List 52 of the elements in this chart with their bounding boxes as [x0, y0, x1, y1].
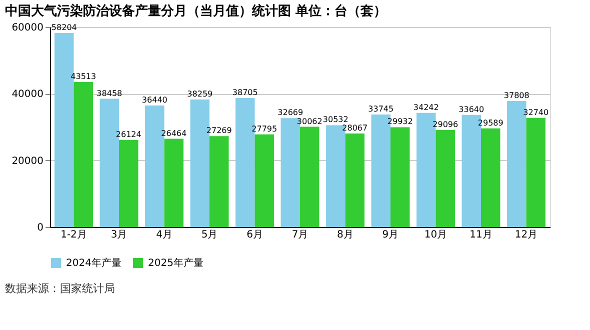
x-tick-label: 12月 [514, 230, 538, 240]
bar [164, 138, 184, 227]
data-label: 29096 [432, 120, 458, 130]
x-tick-label: 5月 [201, 230, 218, 240]
data-label: 30532 [322, 115, 348, 124]
data-label: 38259 [187, 89, 213, 98]
x-tick-label: 8月 [337, 230, 354, 240]
data-label: 26464 [161, 128, 187, 138]
chart-title: 中国大气污染防治设备产量分月（当月值）统计图 单位：台（套） [5, 3, 387, 19]
data-label: 29932 [387, 117, 413, 126]
data-label: 32740 [523, 108, 549, 117]
data-label: 30062 [296, 116, 322, 126]
data-label: 27269 [206, 126, 232, 136]
bar [526, 118, 546, 227]
x-tick-label: 7月 [292, 230, 308, 240]
x-tick-label: 1-2月 [60, 230, 87, 240]
bar [390, 127, 410, 227]
data-label: 28067 [342, 123, 368, 132]
data-label: 38705 [232, 88, 258, 97]
bar [74, 82, 93, 227]
data-label: 38458 [96, 88, 122, 98]
y-tick-label: 0 [37, 222, 44, 234]
legend-label: 2025年产量 [148, 257, 204, 269]
y-tick-label: 40000 [12, 89, 44, 100]
x-tick-label: 10月 [424, 230, 448, 240]
bar [436, 130, 455, 227]
x-tick-label: 3月 [110, 230, 128, 240]
bar [210, 136, 229, 227]
data-label: 33745 [368, 104, 394, 114]
data-label: 34242 [413, 102, 439, 112]
x-tick-label: 11月 [470, 230, 492, 240]
data-label: 27795 [252, 124, 278, 134]
data-label: 37808 [504, 90, 530, 100]
data-label: 32669 [278, 108, 304, 118]
y-tick-label: 60000 [12, 22, 44, 34]
x-tick-label: 6月 [246, 230, 263, 240]
source-note: 数据来源：国家统计局 [5, 282, 115, 295]
x-tick-label: 9月 [382, 230, 399, 240]
y-tick-label: 20000 [12, 156, 44, 167]
x-tick-label: 4月 [156, 230, 172, 240]
data-label: 36440 [142, 96, 168, 105]
bar [300, 126, 320, 227]
bar [119, 140, 138, 227]
data-label: 26124 [116, 130, 142, 139]
bar [254, 134, 274, 227]
bar [480, 128, 500, 227]
data-label: 33640 [458, 104, 484, 114]
bar [345, 133, 364, 227]
legend-label: 2024年产量 [66, 257, 122, 269]
data-label: 29589 [478, 118, 504, 128]
data-label: 43513 [70, 72, 96, 81]
data-label: 58204 [51, 22, 77, 32]
